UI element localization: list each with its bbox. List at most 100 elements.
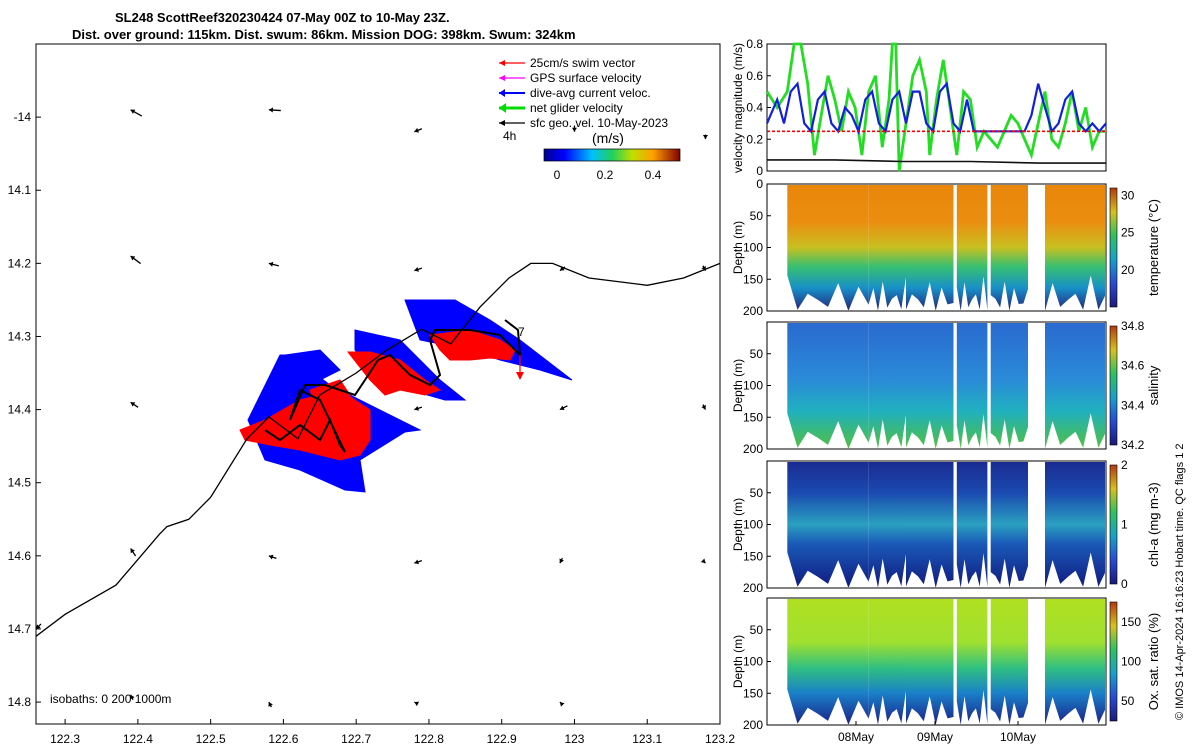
section-ylabel: Depth (m) [731, 221, 745, 274]
glider-track-line [35, 262, 721, 637]
section-profile-block [787, 323, 869, 448]
map-x-tick-label: 123 [564, 732, 584, 746]
swim-arrow-head [516, 372, 524, 380]
section-y-tick-label: 0 [756, 177, 763, 191]
surface-current-arrowhead [701, 404, 706, 410]
legend-arrow-swim [499, 60, 505, 66]
section-field [787, 599, 1105, 724]
chart-title-line1: SL248 ScottReef320230424 07-May 00Z to 1… [115, 10, 450, 25]
section-colorbar-label: temperature (°C) [1146, 199, 1161, 296]
section-colorbar-oxygen: 50 100 150 Ox. sat. ratio (%) [1109, 601, 1161, 722]
surface-current-arrowhead [414, 701, 420, 707]
map-y-ticks: -14 14.1 14.2 14.3 14.4 14.5 14.6 14.7 14.8 [8, 110, 41, 709]
legend-arrow-gps [499, 75, 505, 81]
section-y-tick-label: 50 [750, 347, 764, 361]
map-colorbar: (m/s) 0 0.2 0.4 [543, 130, 681, 182]
surface-current-arrowhead [130, 694, 135, 700]
time-x-tick-label: 10May [1000, 730, 1036, 744]
legend-label-current: dive-avg current veloc. [530, 86, 651, 100]
section-field [787, 185, 1105, 310]
section-panel-temperature: 0 50 100 150 200 Depth (m) 20 25 30 temperature (… [731, 177, 1161, 318]
section-profile-block [956, 599, 988, 724]
surface-current-arrowhead [414, 559, 419, 565]
section-profile-block [990, 462, 1028, 587]
colorbar-tick-0: 0 [554, 168, 561, 182]
velocity-y-tick-label: 0.6 [746, 69, 763, 83]
map-y-tick-label: 14.4 [8, 403, 32, 417]
section-y-tick-label: 200 [743, 304, 763, 318]
surface-current-arrowhead [414, 127, 420, 133]
section-field [787, 462, 1105, 587]
legend-arrow-current [499, 89, 505, 97]
section-colorbar-tick: 2 [1121, 458, 1128, 472]
surface-current-arrowhead [414, 405, 419, 411]
map-legend: 25cm/s swim vector GPS surface velocity … [499, 56, 668, 130]
section-profile-block [906, 323, 954, 448]
section-profile-block [906, 185, 954, 310]
section-profile-block [787, 462, 869, 587]
surface-current-arrowhead [130, 548, 135, 554]
chart-title-line2: Dist. over ground: 115km. Dist. swum: 86… [72, 27, 576, 42]
legend-label-gps: GPS surface velocity [530, 71, 641, 85]
section-colorbar-tick: 50 [1121, 694, 1135, 708]
section-colorbar-chl-a: 0 1 2 chl-a (mg m-3) [1109, 458, 1161, 591]
map-x-tick-label: 122.3 [50, 732, 80, 746]
surface-current-arrowhead [559, 558, 564, 564]
time-x-tick-label: 09May [917, 730, 953, 744]
section-colorbar-tick: 30 [1121, 188, 1135, 202]
section-y-tick-label: 150 [743, 272, 763, 286]
section-y-tick-label: 100 [743, 518, 763, 532]
section-y-tick-label: 200 [743, 581, 763, 595]
section-field [787, 323, 1105, 448]
surface-current-arrowhead [36, 624, 41, 629]
time-label-4h: 4h [503, 129, 516, 143]
point-label-7: 7 [518, 325, 525, 339]
colorbar-tick-04: 0.4 [645, 168, 662, 182]
section-profile-block [956, 462, 988, 587]
section-colorbar-tick: 20 [1121, 263, 1135, 277]
legend-label-sfc: sfc geo. vel. 10-May-2023 [530, 116, 668, 130]
section-y-tick-label: 150 [743, 549, 763, 563]
section-profile-block [956, 323, 988, 448]
section-profile-block [906, 599, 954, 724]
map-x-ticks: 122.3 122.4 122.5 122.6 122.7 122.8 122.9 123 12… [50, 719, 735, 746]
section-profile-block [1045, 185, 1105, 310]
velocity-series-black [767, 159, 1106, 164]
colorbar-unit-label: (m/s) [592, 130, 624, 146]
surface-current-arrowhead [268, 554, 274, 560]
map-y-tick-label: 14.3 [8, 329, 32, 343]
time-x-tick-label: 08May [838, 730, 874, 744]
surface-current-arrowhead [571, 127, 577, 132]
section-profile-block [990, 323, 1028, 448]
section-colorbar-gradient [1109, 325, 1118, 446]
surface-current-arrowhead [130, 109, 136, 114]
section-colorbar-gradient [1109, 187, 1118, 308]
glider-dive-path [264, 319, 522, 453]
section-colorbar-tick: 34.8 [1121, 319, 1145, 333]
map-y-tick-label: 14.1 [8, 183, 32, 197]
map-y-tick-label: -14 [14, 110, 32, 124]
section-y-tick-label: 50 [750, 209, 764, 223]
surface-current-arrowhead [268, 702, 273, 707]
section-colorbar-tick: 0 [1121, 577, 1128, 591]
surface-current-arrowhead [130, 402, 136, 407]
surface-current-arrowhead [130, 256, 136, 261]
map-x-tick-label: 123.1 [632, 732, 662, 746]
isobaths-label: isobaths: 0 200 1000m [50, 692, 171, 706]
section-colorbar-gradient [1109, 601, 1118, 722]
section-ylabel: Depth (m) [731, 635, 745, 688]
section-profile-block [868, 462, 906, 587]
section-colorbar-tick: 150 [1121, 615, 1141, 629]
velocity-y-tick-label: 0.4 [746, 101, 763, 115]
section-y-tick-label: 150 [743, 686, 763, 700]
map-x-tick-label: 122.8 [414, 732, 444, 746]
section-colorbar-gradient [1109, 464, 1118, 585]
map-x-tick-label: 122.5 [196, 732, 226, 746]
velocity-y-ticks: 0 0.2 0.4 0.6 0.8 [746, 37, 771, 178]
surface-current-arrowhead [559, 266, 565, 271]
section-y-tick-label: 50 [750, 486, 764, 500]
surface-current-arrowhead [700, 558, 706, 564]
section-profile-block [1045, 462, 1105, 587]
section-colorbar-tick: 34.2 [1121, 438, 1145, 452]
legend-label-net: net glider velocity [530, 101, 623, 115]
